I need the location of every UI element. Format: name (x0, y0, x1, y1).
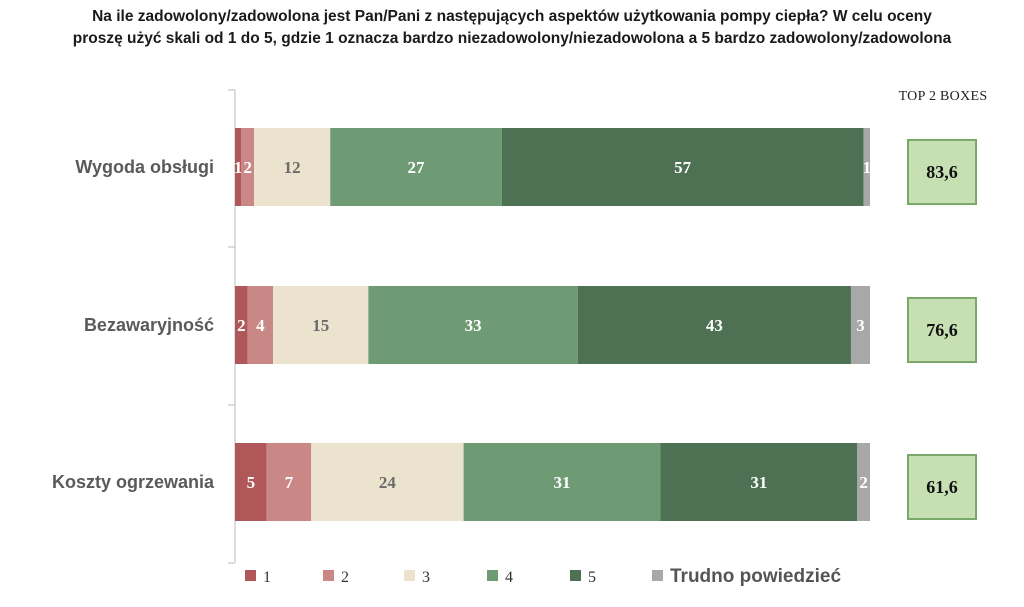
top2-value: 61,6 (926, 477, 958, 497)
bar-segment-label: 33 (465, 316, 482, 335)
category-label: Wygoda obsługi (75, 157, 214, 177)
bar-segment-label: 31 (554, 473, 571, 492)
legend-item: 2 (323, 569, 349, 586)
legend-label: Trudno powiedzieć (670, 566, 841, 587)
legend-item: 1 (245, 569, 271, 586)
legend-item: Trudno powiedzieć (652, 566, 841, 587)
bar-segment-label: 2 (243, 158, 252, 177)
legend-swatch (487, 570, 498, 581)
bar-segment (330, 128, 502, 206)
bar-segment (368, 286, 578, 364)
legend-label: 3 (422, 569, 430, 586)
bar-row: 2 4 15 33 43 3 (235, 286, 870, 364)
bar-segment-label: 15 (312, 316, 329, 335)
bar-segment (273, 286, 369, 364)
legend-swatch (245, 570, 256, 581)
bar-segment-label: 4 (256, 316, 265, 335)
top2-box: 83,6 (907, 139, 977, 205)
bar-segment (247, 286, 274, 364)
legend-item: 5 (570, 569, 596, 586)
bar-row: 1 2 12 27 57 1 (234, 128, 871, 206)
bar-segment (235, 128, 242, 206)
legend-label: 2 (341, 569, 349, 586)
legend-label: 4 (505, 569, 513, 586)
category-label: Koszty ogrzewania (52, 472, 215, 492)
bar-segment-label: 1 (863, 158, 872, 177)
bar-segment (850, 286, 870, 364)
top2-boxes: TOP 2 BOXES 83,6 76,6 61,6 (899, 89, 988, 520)
bar-segment-label: 27 (407, 158, 425, 177)
top2-box-frame (907, 139, 977, 205)
bar-segment (235, 443, 267, 521)
bar-segment (241, 128, 255, 206)
top2-header: TOP 2 BOXES (899, 89, 988, 104)
bar-segment (501, 128, 864, 206)
legend-item: 3 (404, 569, 430, 586)
top2-value: 76,6 (926, 320, 958, 340)
legend-item: 4 (487, 569, 513, 586)
bar-segment (463, 443, 661, 521)
bar-segment-label: 12 (284, 158, 301, 177)
chart-title-line-2: proszę użyć skali od 1 do 5, gdzie 1 ozn… (72, 30, 952, 47)
bar-segment (863, 128, 870, 206)
legend: 1 2 3 4 5 Trudno powiedzieć (245, 566, 841, 587)
bar-segment-label: 31 (750, 473, 767, 492)
bar-segment (311, 443, 464, 521)
category-labels: Wygoda obsługi Bezawaryjność Koszty ogrzew… (52, 157, 215, 492)
bar-segment-label: 43 (706, 316, 723, 335)
bar-segment-label: 5 (247, 473, 256, 492)
chart-title: Na ile zadowolony/zadowolona jest Pan/Pa… (20, 6, 1004, 50)
top2-value: 83,6 (926, 162, 958, 182)
bar-segment-label: 2 (237, 316, 246, 335)
bar-segment-label: 3 (856, 316, 865, 335)
bar-segment-label: 1 (234, 158, 243, 177)
bar-segment-label: 24 (379, 473, 397, 492)
bar-segment (235, 286, 248, 364)
bar-segment (660, 443, 858, 521)
chart-title-line-1: Na ile zadowolony/zadowolona jest Pan/Pa… (92, 8, 932, 25)
bar-segment-label: 57 (674, 158, 692, 177)
bar-segment (577, 286, 851, 364)
top2-box-frame (907, 297, 977, 363)
legend-swatch (404, 570, 415, 581)
bar-segment-label: 2 (859, 473, 868, 492)
legend-swatch (570, 570, 581, 581)
legend-swatch (652, 570, 663, 581)
bar-segment (254, 128, 331, 206)
top2-box-frame (907, 454, 977, 520)
top2-box: 76,6 (907, 297, 977, 363)
bar-segment (857, 443, 870, 521)
top2-box: 61,6 (907, 454, 977, 520)
category-label: Bezawaryjność (84, 315, 214, 335)
legend-label: 1 (263, 569, 271, 586)
legend-label: 5 (588, 569, 596, 586)
legend-swatch (323, 570, 334, 581)
bars-layer: 1 2 12 27 57 12 4 15 33 43 35 7 24 31 31 2 (234, 128, 871, 521)
bar-row: 5 7 24 31 31 2 (235, 443, 870, 521)
bar-segment-label: 7 (285, 473, 294, 492)
bar-segment (266, 443, 312, 521)
